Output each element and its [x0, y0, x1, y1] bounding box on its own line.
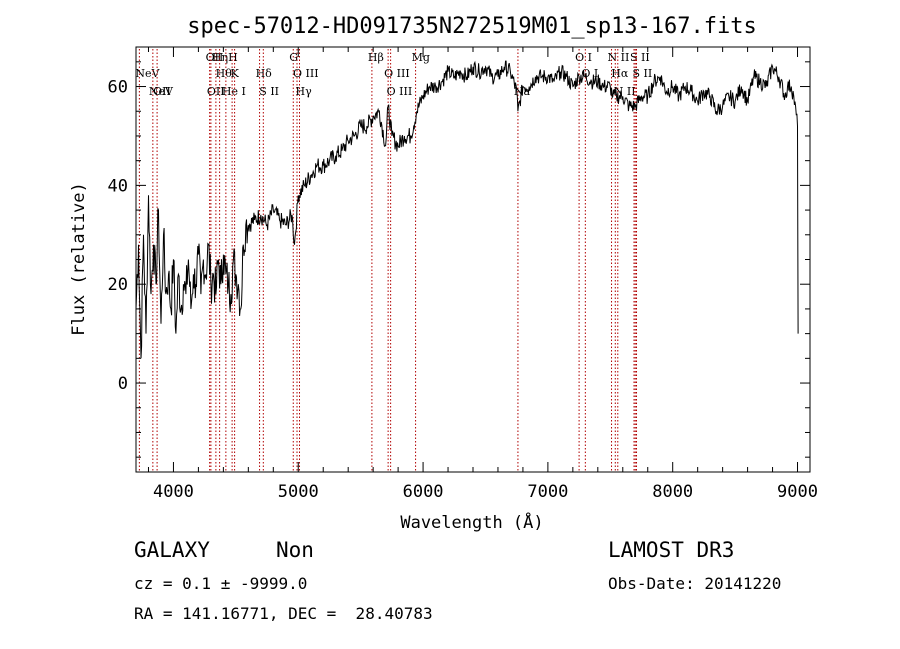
line-marker-label-11: S II [259, 85, 279, 98]
line-marker-label-23: Hα [611, 67, 629, 80]
x-tick-label-8000: 8000 [652, 482, 693, 502]
y-axis-ticks: 0 20 40 60 [108, 61, 810, 458]
line-marker-label-17: O III [387, 85, 413, 98]
y-tick-label-20: 20 [108, 275, 128, 295]
y-tick-label-0: 0 [118, 374, 128, 394]
line-marker-label-15: Hβ [368, 51, 384, 64]
line-marker-label-24: N II [614, 85, 636, 98]
line-marker-label-9: K [231, 67, 240, 80]
y-tick-label-40: 40 [108, 176, 128, 196]
chart-title: spec-57012-HD091735N272519M01_sp13-167.f… [187, 14, 757, 39]
obs-date-readout: Obs-Date: 20141220 [608, 574, 782, 593]
line-marker-label-13: O III [293, 67, 319, 80]
line-marker-label-16: O III [384, 67, 410, 80]
plot-frame [135, 46, 811, 473]
x-tick-label-9000: 9000 [777, 482, 818, 502]
line-marker-label-1: NeV [149, 85, 174, 98]
line-marker-label-22: N II [608, 51, 630, 64]
survey-label: LAMOST DR3 [608, 538, 735, 562]
redshift-readout: cz = 0.1 ± -9999.0 [134, 574, 308, 593]
y-axis-label: Flux (relative) [69, 182, 89, 336]
line-marker-label-3: OII [206, 51, 224, 64]
subclass-label: Non [276, 538, 314, 562]
line-marker-label-25: S II [630, 51, 650, 64]
x-tick-label-7000: 7000 [527, 482, 568, 502]
x-tick-label-6000: 6000 [403, 482, 444, 502]
line-marker-label-26: S II [633, 67, 653, 80]
line-marker-label-8: H [228, 51, 238, 64]
class-label: GALAXY [134, 538, 210, 562]
coordinates-readout: RA = 141.16771, DEC = 28.40783 [134, 604, 433, 623]
line-marker-label-12: G [289, 51, 298, 64]
flux-series [135, 60, 799, 359]
x-axis-ticks: 4000 5000 6000 7000 8000 9000 [147, 47, 818, 502]
line-marker-label-14: Hγ [296, 85, 313, 98]
line-marker-label-10: Hδ [256, 67, 273, 80]
line-marker-label-18: Mg [412, 51, 430, 64]
x-tick-label-5000: 5000 [278, 482, 319, 502]
x-tick-label-4000: 4000 [153, 482, 194, 502]
line-marker-label-0: NeV [135, 67, 160, 80]
y-tick-label-60: 60 [108, 78, 128, 98]
line-marker-label-6: Hθ [216, 67, 233, 80]
x-axis-label: Wavelength (Å) [400, 511, 543, 533]
line-marker-label-2: OII [153, 85, 171, 98]
flux-line-0 [135, 60, 799, 359]
line-marker-label-7: He I [222, 85, 246, 98]
line-marker-label-20: O I [575, 51, 592, 64]
